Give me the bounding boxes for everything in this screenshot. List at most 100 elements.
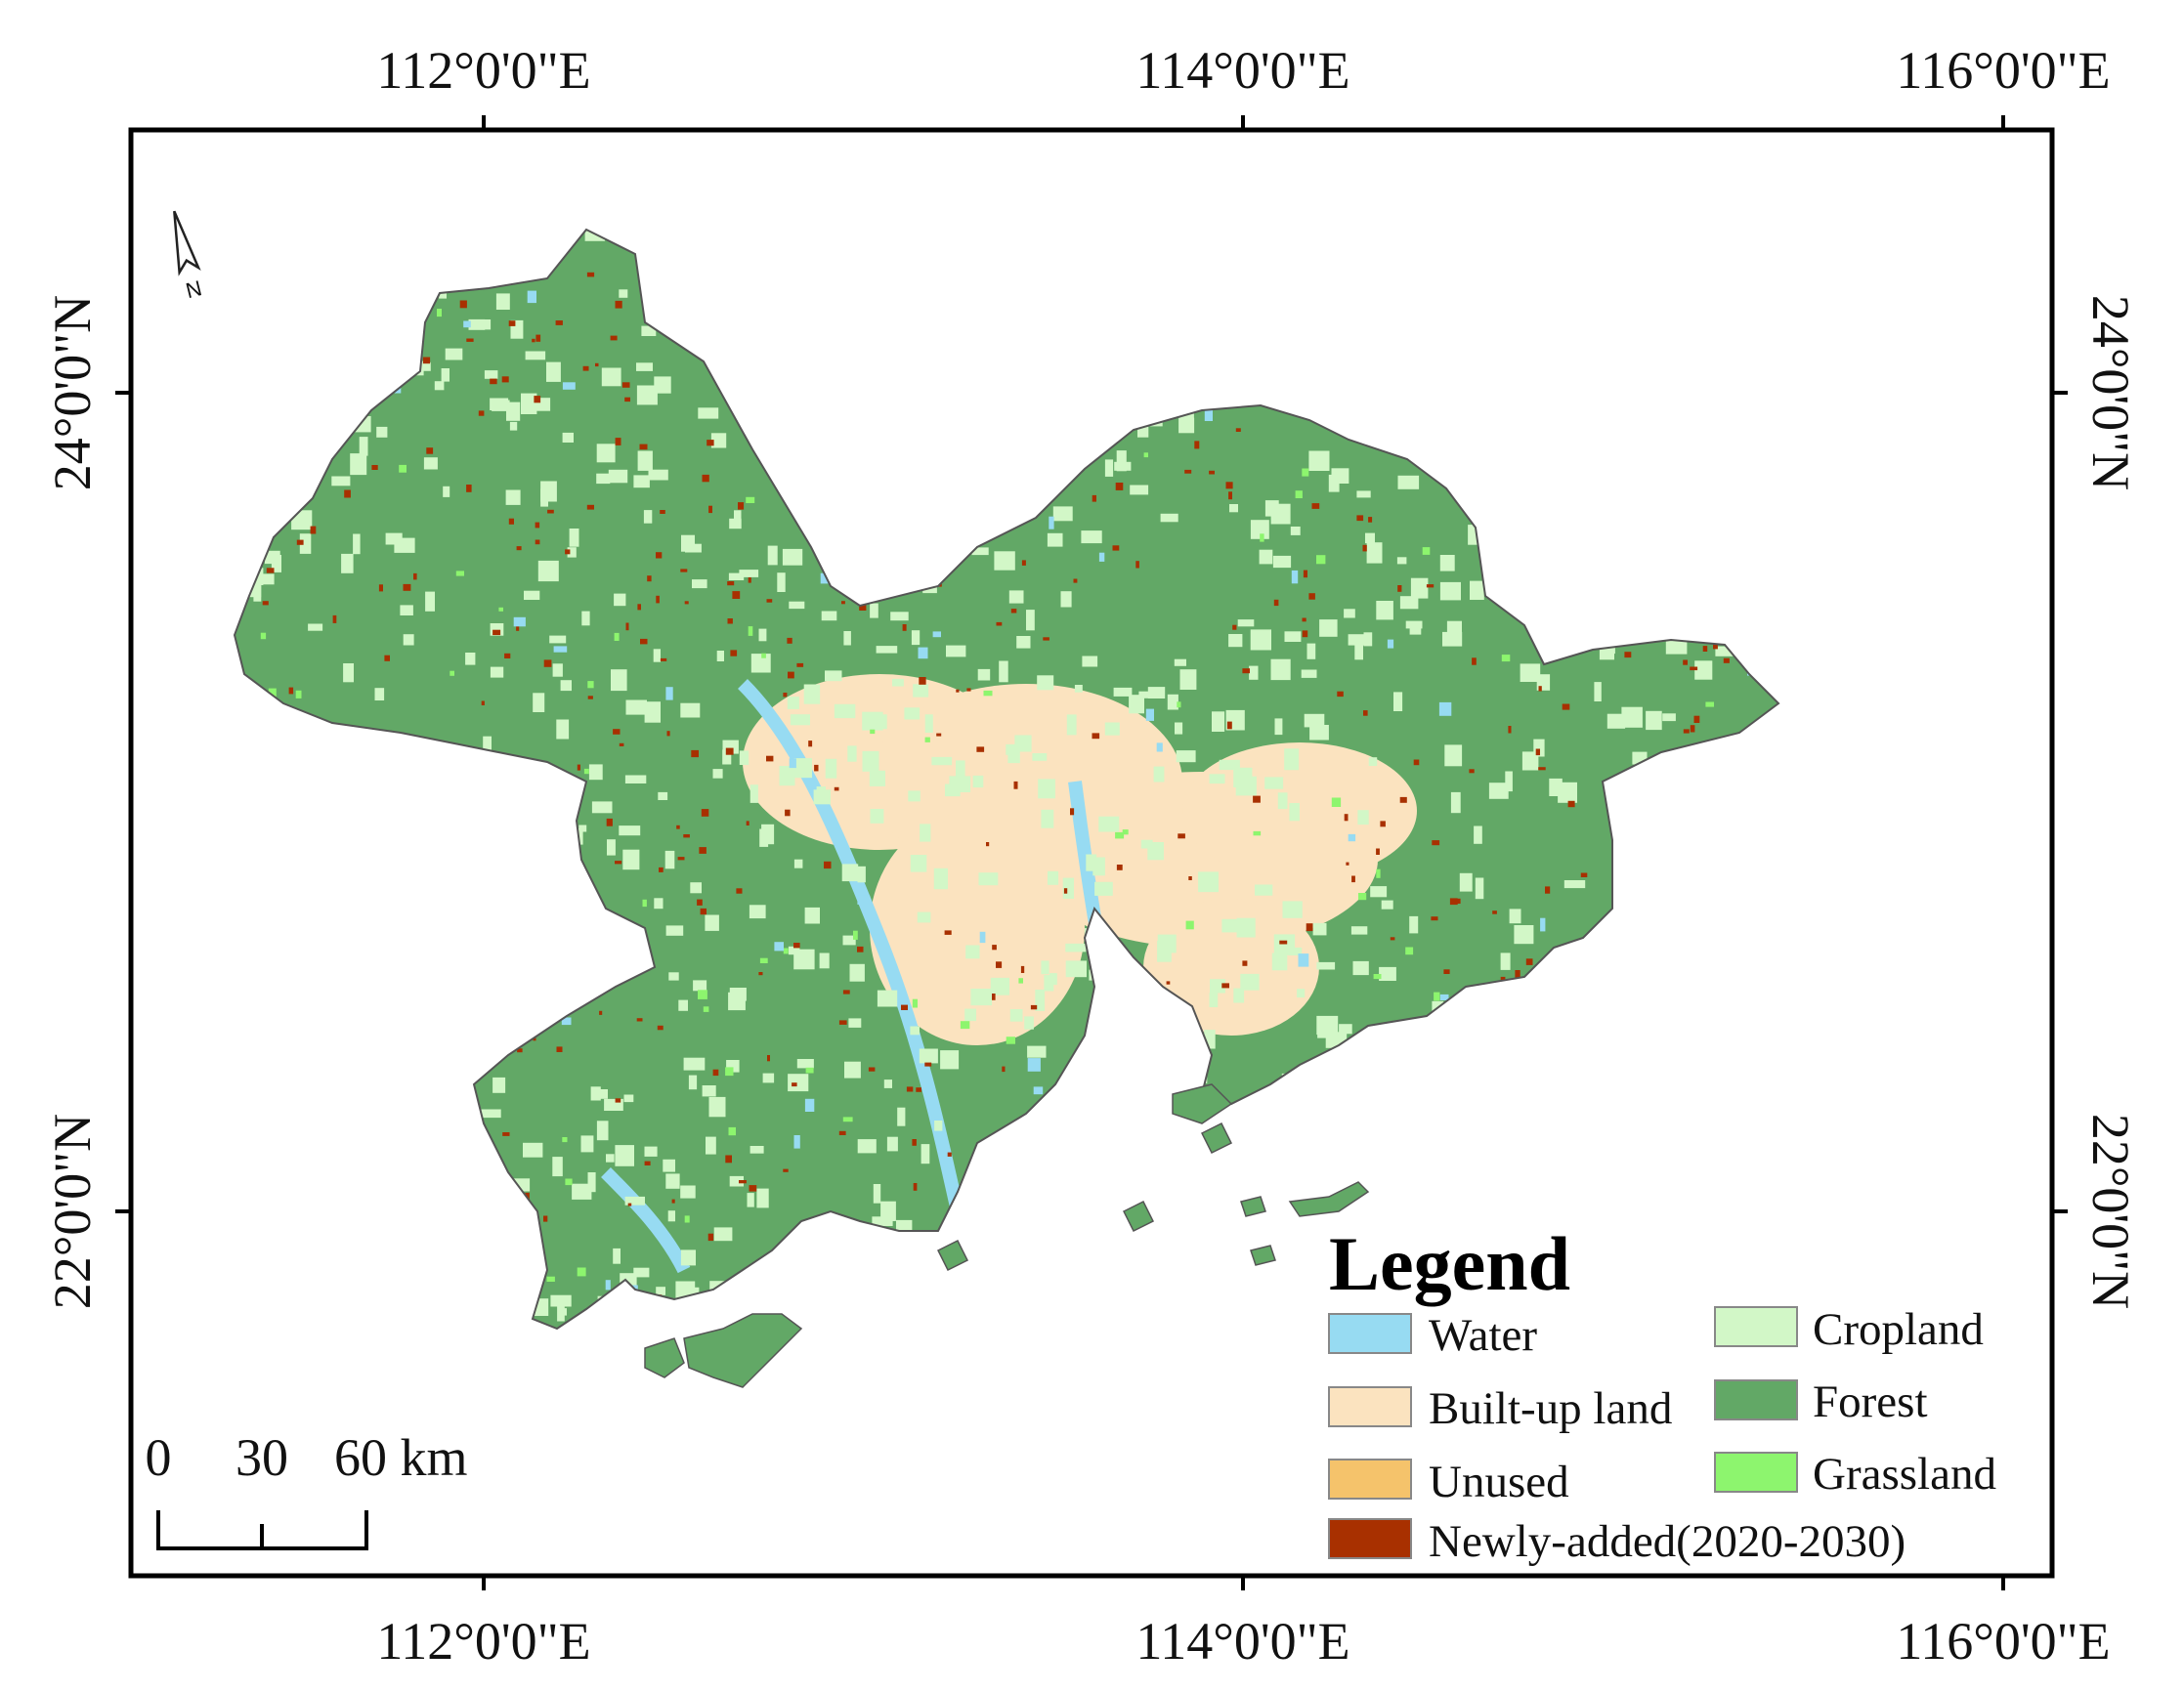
land-cell: [532, 338, 535, 343]
land-cell: [706, 1136, 716, 1155]
land-cell: [1167, 694, 1178, 710]
land-cell: [301, 984, 309, 989]
land-cell: [1381, 900, 1393, 910]
land-cell: [581, 611, 590, 626]
land-cell: [1561, 995, 1565, 1000]
lat-label-left-24: 24°0'0"N: [43, 295, 102, 490]
land-cell: [730, 650, 738, 656]
land-cell: [672, 262, 681, 269]
land-cell: [1625, 963, 1631, 970]
land-cell: [1496, 324, 1513, 332]
land-cell: [646, 279, 653, 285]
legend-label-built-up: Built-up land: [1429, 1383, 1672, 1434]
land-cell: [813, 789, 831, 805]
land-cell: [843, 631, 851, 646]
land-cell: [870, 603, 878, 618]
land-cell: [425, 1069, 434, 1087]
land-cell: [1396, 557, 1407, 565]
land-cell: [992, 945, 997, 951]
land-cell: [1340, 281, 1351, 303]
land-cell: [1204, 407, 1213, 421]
land-cell: [783, 1168, 789, 1172]
land-cell: [767, 1291, 774, 1299]
land-cell: [1606, 713, 1626, 729]
land-cell: [847, 745, 857, 762]
land-cell: [1007, 750, 1020, 764]
land-cell: [739, 1180, 747, 1184]
land-cell: [908, 338, 928, 358]
land-cell: [862, 750, 879, 772]
land-cell: [359, 1182, 381, 1191]
land-cell: [1585, 322, 1596, 334]
land-cell: [256, 341, 272, 351]
land-cell: [1380, 821, 1386, 827]
land-cell: [916, 1087, 921, 1092]
land-cell: [587, 696, 593, 699]
land-cell: [815, 507, 820, 517]
land-cell: [857, 895, 871, 905]
land-cell: [1041, 809, 1054, 828]
land-cell: [1603, 1041, 1614, 1063]
land-cell: [792, 1082, 797, 1087]
land-cell: [535, 539, 540, 545]
land-cell: [1451, 272, 1458, 277]
land-cell: [1297, 989, 1306, 998]
land-cell: [785, 809, 791, 817]
land-cell: [1354, 640, 1363, 660]
land-cell: [1339, 1024, 1352, 1035]
land-cell: [368, 730, 375, 736]
land-cell: [1198, 871, 1219, 893]
land-cell: [337, 792, 346, 796]
land-cell: [920, 824, 931, 842]
land-cell: [310, 526, 317, 534]
land-cell: [1149, 403, 1168, 411]
land-cell: [732, 591, 741, 599]
land-cell: [1009, 1009, 1023, 1022]
land-cell: [657, 1025, 664, 1031]
land-cell: [847, 295, 856, 302]
land-cell: [691, 749, 699, 758]
land-cell: [749, 1185, 757, 1192]
land-cell: [1382, 264, 1401, 278]
land-cell: [1410, 577, 1429, 599]
land-cell: [459, 1055, 476, 1067]
land-cell: [713, 1227, 733, 1242]
land-cell: [653, 649, 661, 662]
land-cell: [460, 242, 468, 262]
land-cell: [1568, 1326, 1573, 1329]
land-cell: [1376, 848, 1380, 855]
land-cell: [1645, 1135, 1660, 1157]
legend-label-cropland: Cropland: [1813, 1304, 1984, 1355]
land-cell: [1363, 230, 1378, 235]
land-cell: [504, 653, 511, 658]
land-cell: [1450, 1089, 1468, 1112]
land-cell: [318, 1322, 321, 1329]
land-cell: [1352, 960, 1369, 976]
land-cell: [793, 949, 815, 970]
land-cell: [552, 1157, 563, 1177]
land-cell: [1016, 1304, 1027, 1319]
land-cell: [1726, 345, 1741, 356]
land-cell: [1066, 714, 1077, 736]
land-cell: [1129, 1006, 1135, 1013]
land-cell: [390, 1179, 410, 1200]
land-cell: [1176, 750, 1196, 763]
land-cell: [658, 791, 668, 800]
land-cell: [523, 897, 527, 902]
land-cell: [1335, 370, 1339, 375]
land-cell: [381, 1310, 399, 1329]
land-cell: [1209, 470, 1215, 475]
land-cell: [1497, 461, 1505, 469]
land-cell: [306, 1237, 312, 1243]
land-cell: [946, 645, 966, 657]
land-cell: [1178, 417, 1195, 434]
land-cell: [1317, 1142, 1326, 1148]
land-cell: [1121, 345, 1128, 350]
land-cell: [857, 1139, 877, 1154]
land-cell: [750, 654, 771, 673]
land-cell: [1432, 840, 1440, 846]
land-cell: [492, 629, 501, 636]
land-cell: [1072, 1223, 1092, 1245]
land-cell: [660, 657, 667, 661]
land-cell: [1174, 267, 1178, 275]
